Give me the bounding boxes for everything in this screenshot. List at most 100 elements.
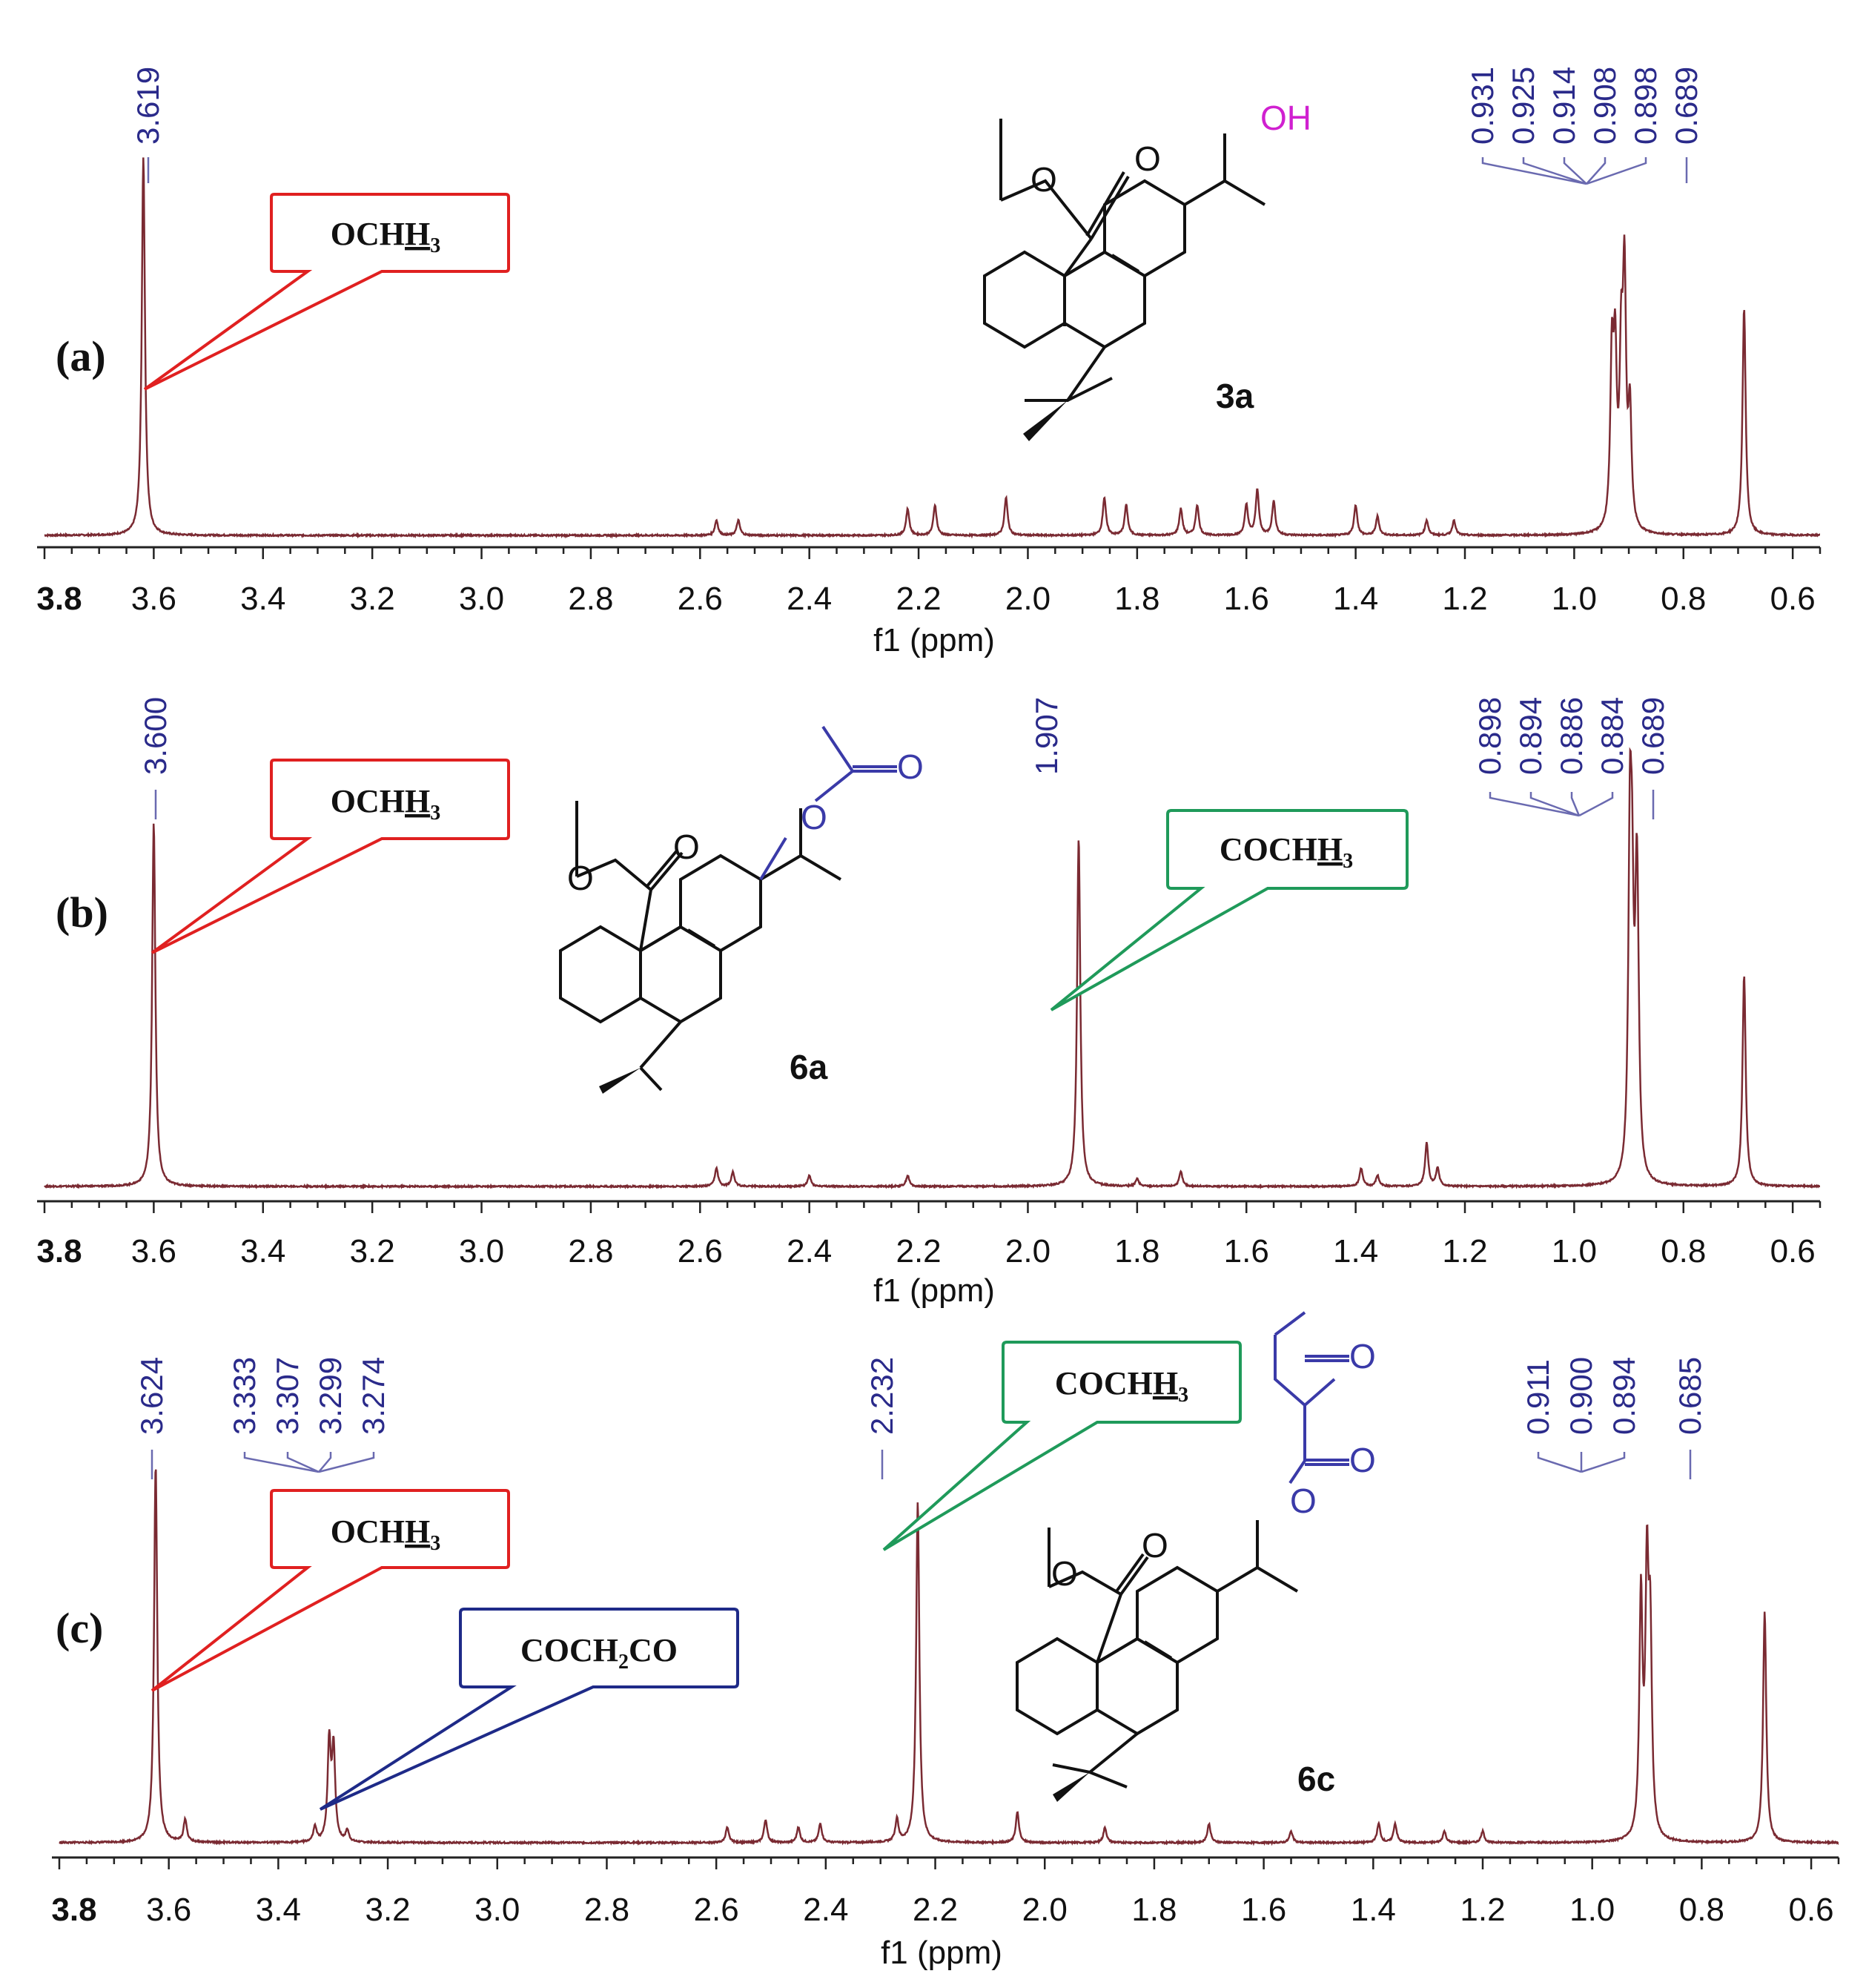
- tick-label-b: 2.8: [568, 1233, 613, 1269]
- atom-o-ester-6c: O: [1051, 1554, 1078, 1593]
- tick-label-a: 3.6: [131, 581, 176, 617]
- structure-3a: [983, 119, 1266, 349]
- callout-h-och3-c: H: [405, 1513, 430, 1550]
- panel-c: 3.624 3.333 3.307 3.299 3.274 2.232 0.911 0.900…: [51, 1311, 1840, 1971]
- tick-label-c: 2.0: [1022, 1892, 1068, 1928]
- tick-label-a: 2.4: [787, 581, 832, 617]
- callout-h-coch3-c: H: [1153, 1365, 1178, 1401]
- wedge-6c: [1053, 1772, 1090, 1802]
- x-axis-c: 3.8 3.6 3.4 3.2 3.0 2.8 2.6 2.4 2.2 2.0 1.8 1.6 1.4 1…: [51, 1856, 1840, 1928]
- peak-label-b: 1.907: [1029, 697, 1064, 775]
- atom-o-carbonyl-6a: O: [673, 828, 700, 866]
- callout-sub-coch2co: 2: [618, 1651, 629, 1674]
- tick-label-a: 3.8: [36, 581, 82, 617]
- atom-o-malonyl-1-6c: O: [1349, 1441, 1376, 1479]
- compound-label-6a: 6a: [790, 1048, 828, 1086]
- peak-label-c: 0.900: [1564, 1357, 1598, 1435]
- wedge-6a: [599, 1068, 641, 1094]
- callout-text-coch3-c: COCH: [1055, 1365, 1153, 1401]
- tick-label-c: 2.8: [584, 1892, 629, 1928]
- spectrum-line-a: [44, 157, 1820, 539]
- callout-och3-b: OCHH3: [150, 759, 510, 954]
- peak-label-c: 0.894: [1607, 1357, 1641, 1435]
- callout-text-och3-c: OCH: [331, 1513, 405, 1550]
- peak-label-c: 3.274: [356, 1357, 391, 1435]
- x-axis-label-a: f1 (ppm): [873, 622, 995, 658]
- tick-label-a: 1.6: [1224, 581, 1269, 617]
- peak-label-a: 0.898: [1628, 67, 1663, 145]
- callout-text-coch2co-post: CO: [629, 1632, 678, 1668]
- tick-label-c: 1.0: [1569, 1892, 1615, 1928]
- atom-o-malonyl-2-6c: O: [1349, 1337, 1376, 1376]
- tick-label-a: 0.6: [1770, 581, 1816, 617]
- tick-label-b: 3.8: [36, 1233, 82, 1269]
- spectrum-line-b: [44, 747, 1820, 1190]
- peak-label-a: 3.619: [130, 67, 165, 145]
- atom-oh-3a: OH: [1260, 99, 1311, 137]
- tick-label-b: 3.4: [240, 1233, 285, 1269]
- svg-text:COCH2CO: COCH2CO: [520, 1632, 678, 1674]
- compound-label-3a: 3a: [1216, 377, 1254, 415]
- tick-label-c: 1.2: [1460, 1892, 1505, 1928]
- tick-label-b: 2.0: [1005, 1233, 1051, 1269]
- callout-coch3-c: COCHH3: [882, 1341, 1242, 1551]
- x-axis-label-c: f1 (ppm): [881, 1935, 1002, 1971]
- tick-label-a: 1.8: [1114, 581, 1159, 617]
- peak-label-c: 0.911: [1521, 1359, 1555, 1435]
- callout-text-coch3-b: COCH: [1220, 831, 1317, 868]
- peak-label-b: 0.886: [1554, 697, 1589, 775]
- wedge-3a: [1023, 400, 1068, 441]
- tick-label-c: 3.4: [256, 1892, 301, 1928]
- callout-och3-c: OCHH3: [150, 1489, 510, 1692]
- acetyl-group-6a: [759, 725, 897, 881]
- spectrum-line-c: [59, 1469, 1839, 1846]
- panel-label-a: (a): [56, 332, 106, 380]
- x-axis-b: 3.8 3.6 3.4 3.2 3.0 2.8 2.6 2.4 2.2 2.0 1.8 1.6 1.4 1…: [36, 1200, 1822, 1269]
- tick-label-a: 0.8: [1661, 581, 1706, 617]
- tick-label-c: 3.0: [474, 1892, 520, 1928]
- peak-labels-b: 3.600 1.907 0.898 0.894 0.886 0.884 0.689: [138, 697, 1670, 819]
- callout-h-och3-b: H: [405, 783, 430, 819]
- tick-label-b: 1.6: [1224, 1233, 1269, 1269]
- peak-label-c: 3.333: [227, 1357, 262, 1435]
- peak-labels-a: 3.619 0.931 0.925 0.914 0.908 0.898 0.689: [130, 67, 1704, 183]
- structure-6a: [559, 801, 842, 1092]
- tick-label-b: 2.6: [678, 1233, 723, 1269]
- tick-label-b: 3.0: [459, 1233, 504, 1269]
- peak-label-c: 3.307: [270, 1357, 305, 1435]
- callout-coch2co-c: COCH2CO: [319, 1608, 739, 1811]
- callout-sub-och3-b: 3: [430, 802, 440, 825]
- callout-och3-a: OCHH3: [143, 193, 510, 391]
- peak-label-b: 0.898: [1472, 697, 1507, 775]
- tick-label-c: 2.4: [803, 1892, 848, 1928]
- atom-o-ester-3a: O: [1030, 160, 1057, 199]
- tick-label-a: 1.0: [1552, 581, 1597, 617]
- tick-label-c: 1.8: [1131, 1892, 1177, 1928]
- x-axis-label-b: f1 (ppm): [873, 1272, 995, 1309]
- tick-label-c: 1.6: [1241, 1892, 1286, 1928]
- peak-label-a: 0.689: [1669, 67, 1704, 145]
- svg-text:OCHH3: OCHH3: [331, 783, 440, 825]
- tick-label-c: 3.6: [146, 1892, 191, 1928]
- tick-label-b: 1.2: [1442, 1233, 1487, 1269]
- callout-h-och3-a: H: [405, 216, 430, 252]
- tick-label-a: 2.8: [568, 581, 613, 617]
- callout-text-coch2co-pre: COCH: [520, 1632, 618, 1668]
- callout-text-och3-a: OCH: [331, 216, 405, 252]
- tick-label-b: 1.8: [1114, 1233, 1159, 1269]
- tick-label-a: 3.4: [240, 581, 285, 617]
- tick-label-c: 3.2: [365, 1892, 410, 1928]
- panel-label-c: (c): [56, 1604, 103, 1652]
- tick-label-b: 2.4: [787, 1233, 832, 1269]
- gem-dimethyl-3a: [1025, 346, 1113, 402]
- tick-label-a: 2.2: [896, 581, 941, 617]
- multiplet-bracket-c1: [243, 1452, 375, 1473]
- tick-label-c: 1.4: [1351, 1892, 1396, 1928]
- svg-text:OCHH3: OCHH3: [331, 216, 440, 257]
- svg-text:COCHH3: COCHH3: [1220, 831, 1353, 873]
- x-axis-a: 3.8 3.6 3.4 3.2 3.0 2.8 2.6 2.4 2.2 2.0 1.8 1.6 1.4 1…: [36, 546, 1822, 617]
- tick-label-b: 1.4: [1333, 1233, 1378, 1269]
- atom-o-carbonyl-6c: O: [1142, 1526, 1168, 1565]
- peak-label-b: 3.600: [138, 697, 173, 775]
